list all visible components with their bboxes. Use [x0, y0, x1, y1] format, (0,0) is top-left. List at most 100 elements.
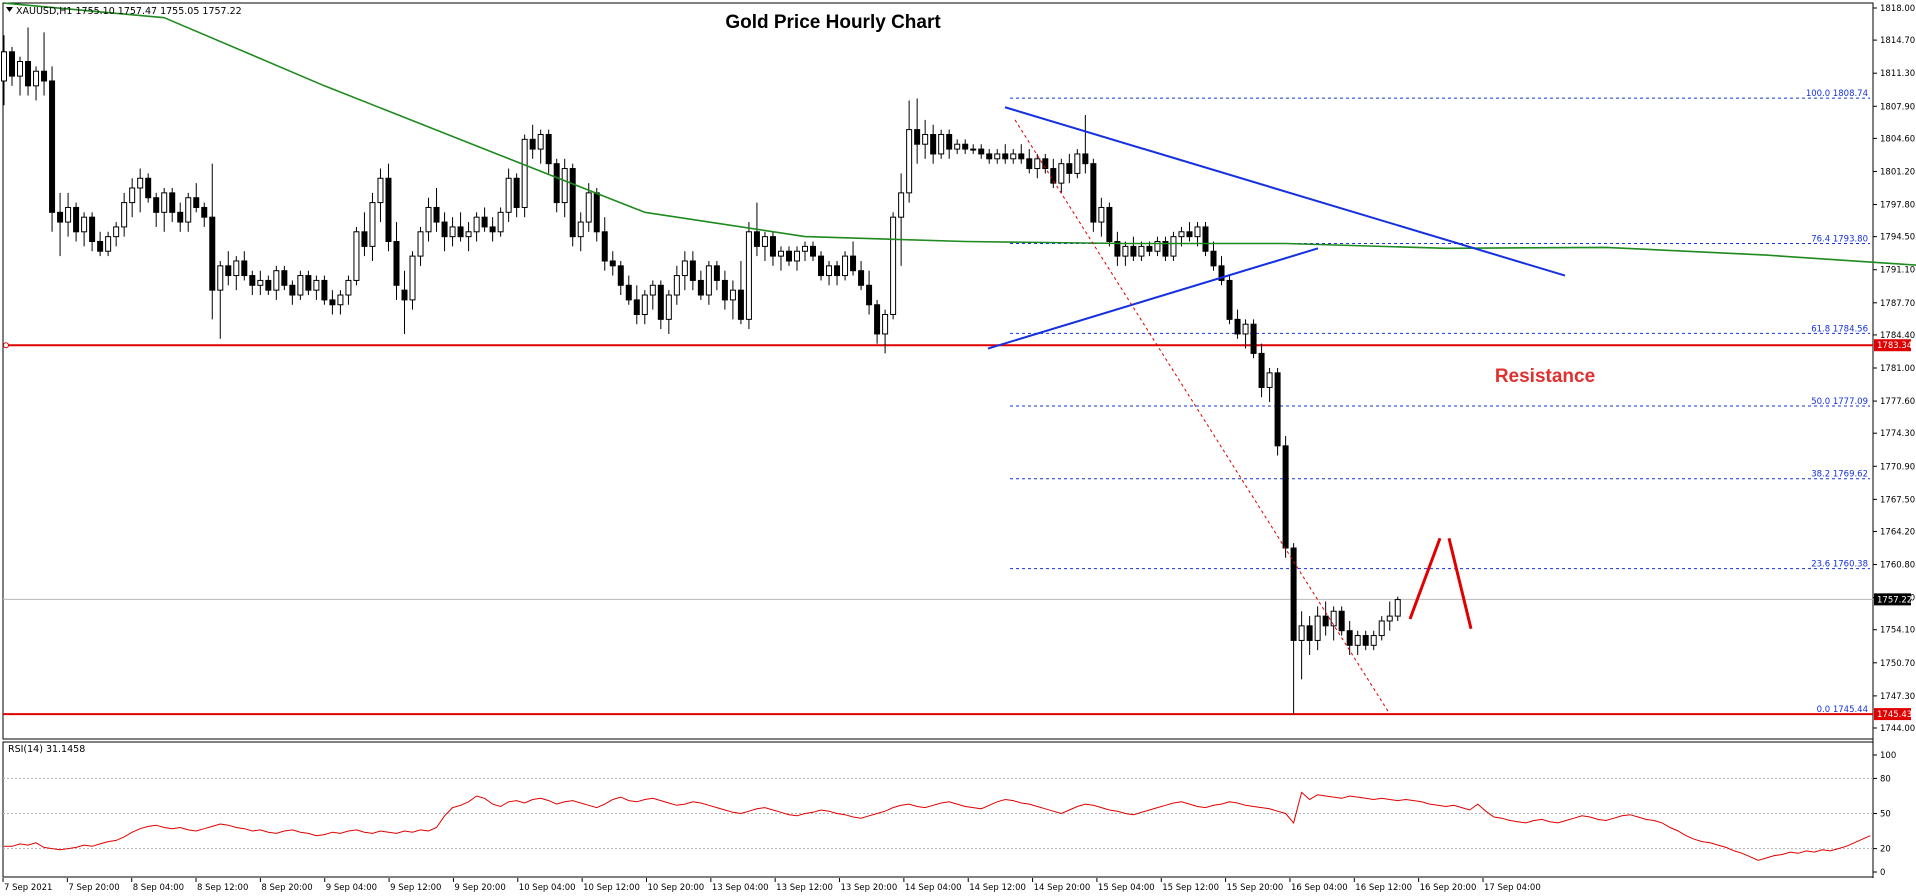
- price-tick-label: 1744.00: [1880, 724, 1915, 734]
- bullish-candle-body: [1154, 241, 1161, 252]
- bearish-candle-body: [433, 206, 440, 223]
- price-tick-label: 1764.20: [1880, 527, 1915, 537]
- bearish-candle-body: [858, 270, 865, 286]
- resistance-label: Resistance: [1495, 366, 1595, 387]
- price-tick-label: 1791.10: [1880, 266, 1915, 276]
- price-tag-box: [1874, 593, 1911, 606]
- price-tick-label: 1760.80: [1880, 561, 1915, 571]
- candles-layer: [1, 27, 1401, 715]
- bearish-candle-body: [89, 216, 96, 243]
- bearish-candle-body: [785, 250, 792, 262]
- chart-title: Gold Price Hourly Chart: [725, 12, 941, 33]
- price-tick-label: 1777.60: [1880, 397, 1915, 407]
- bullish-candle-body: [1194, 226, 1201, 238]
- bearish-candle-body: [818, 255, 825, 277]
- bullish-candle-body: [113, 226, 120, 238]
- bullish-candle-body: [954, 143, 961, 150]
- bullish-candle-body: [938, 133, 945, 155]
- bullish-candle-body: [729, 289, 736, 301]
- bullish-candle-body: [970, 148, 977, 151]
- dropdown-triangle-icon[interactable]: [6, 7, 13, 12]
- bearish-candle-body: [1146, 245, 1153, 252]
- price-tick-label: 1754.10: [1880, 626, 1915, 636]
- bearish-candle-body: [962, 143, 969, 150]
- bearish-candle-body: [609, 260, 616, 267]
- bullish-candle-body: [1314, 615, 1321, 641]
- bearish-candle-body: [874, 304, 881, 335]
- bullish-candle-body: [257, 279, 264, 286]
- rsi-tick-label: 20: [1880, 845, 1891, 855]
- bullish-candle-body: [922, 133, 929, 145]
- bullish-candle-body: [521, 138, 528, 208]
- bearish-candle-body: [1282, 445, 1289, 549]
- bearish-candle-body: [1362, 635, 1369, 646]
- bearish-candle-body: [1090, 163, 1097, 223]
- rsi-layer: 100 80 50 20 0: [3, 751, 1896, 878]
- price-tick-label: 1767.50: [1880, 495, 1915, 505]
- bearish-candle-body: [169, 192, 176, 213]
- level-anchor-handle: [3, 342, 9, 349]
- bullish-candle-body: [417, 231, 424, 257]
- bullish-candle-body: [425, 206, 432, 233]
- rsi-tick-label: 80: [1880, 774, 1891, 784]
- horizontal-levels-layer: [3, 342, 1873, 716]
- bearish-candle-body: [1346, 630, 1353, 646]
- time-tick-label: 14 Sep 12:00: [969, 883, 1026, 893]
- bullish-candle-body: [561, 168, 568, 204]
- price-tag-box: [1874, 339, 1911, 352]
- bullish-candle-body: [81, 216, 88, 233]
- time-tick-label: 8 Sep 20:00: [261, 883, 312, 893]
- bearish-candle-body: [249, 275, 256, 286]
- bearish-candle-body: [753, 231, 760, 247]
- price-tag-label: 1745.43: [1877, 710, 1912, 720]
- projection-arrow-line: [1408, 537, 1442, 620]
- bearish-candle-body: [633, 299, 640, 315]
- bullish-candle-body: [1330, 610, 1337, 627]
- price-tick-label: 1804.60: [1880, 134, 1915, 144]
- rsi-label: RSI(14) 31.1458: [8, 744, 85, 755]
- bullish-candle-body: [217, 265, 224, 291]
- bearish-candle-body: [457, 226, 464, 238]
- bullish-candle-body: [1298, 625, 1305, 641]
- bullish-candle-body: [1242, 323, 1249, 335]
- bearish-candle-body: [1026, 158, 1033, 170]
- bearish-candle-body: [850, 255, 857, 272]
- bearish-candle-body: [529, 138, 536, 150]
- bearish-candle-body: [9, 51, 16, 77]
- moving-average-line: [3, 2, 1916, 266]
- time-tick-label: 14 Sep 20:00: [1034, 883, 1091, 893]
- time-tick-label: 7 Sep 20:00: [68, 883, 119, 893]
- price-tick-label: 1784.40: [1880, 331, 1915, 341]
- bearish-candle-body: [1218, 265, 1225, 281]
- bullish-candle-body: [505, 177, 512, 213]
- bullish-candle-body: [585, 192, 592, 223]
- bullish-candle-body: [369, 202, 376, 247]
- bearish-candle-body: [289, 284, 296, 296]
- bullish-candle-body: [1010, 153, 1017, 160]
- time-tick-label: 9 Sep 12:00: [390, 883, 441, 893]
- price-tick-label: 1794.50: [1880, 233, 1915, 243]
- time-tick-label: 15 Sep 12:00: [1162, 883, 1219, 893]
- bearish-candle-body: [385, 177, 392, 243]
- bullish-candle-body: [121, 202, 128, 228]
- bullish-candle-body: [1058, 163, 1065, 184]
- bearish-candle-body: [1322, 615, 1329, 627]
- time-tick-label: 13 Sep 04:00: [712, 883, 769, 893]
- bearish-candle-body: [1042, 158, 1049, 170]
- price-tick-label: 1781.00: [1880, 364, 1915, 374]
- bearish-candle-body: [810, 245, 817, 257]
- bearish-candle-body: [201, 206, 208, 218]
- price-axis: 1818.00 1814.70 1811.30 1807.90 1804.60 1801.…: [1873, 4, 1915, 734]
- bearish-candle-body: [177, 211, 184, 223]
- price-tick-label: 1807.90: [1880, 102, 1915, 112]
- bearish-candle-body: [625, 284, 632, 301]
- bearish-candle-body: [513, 177, 520, 208]
- rsi-tick-label: 50: [1880, 810, 1891, 820]
- time-tick-label: 17 Sep 04:00: [1484, 883, 1541, 893]
- bullish-candle-body: [105, 236, 112, 252]
- time-tick-label: 8 Sep 12:00: [197, 883, 248, 893]
- bearish-candle-body: [361, 231, 368, 247]
- bullish-candle-body: [1394, 599, 1401, 617]
- time-tick-label: 13 Sep 12:00: [776, 883, 833, 893]
